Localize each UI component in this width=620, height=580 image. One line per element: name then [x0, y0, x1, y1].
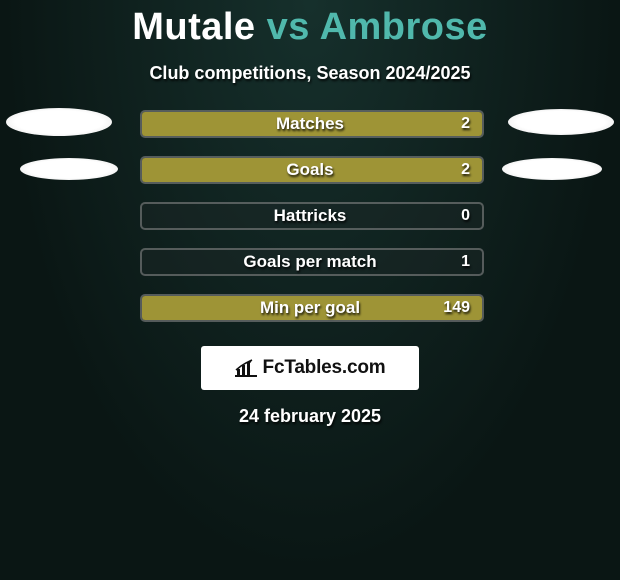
player2-name: Ambrose	[320, 6, 488, 48]
stat-row-min-per-goal: Min per goal 149	[0, 294, 620, 340]
stat-right-value: 1	[461, 248, 470, 276]
stats-block: Matches 2 Goals 2 Hattricks 0 Goals pe	[0, 110, 620, 340]
date-label: 24 february 2025	[0, 406, 620, 427]
bar-left-fill	[142, 296, 482, 320]
stat-bar	[140, 156, 484, 184]
brand-text: FcTables.com	[263, 357, 386, 379]
stat-bar	[140, 248, 484, 276]
stat-row-hattricks: Hattricks 0	[0, 202, 620, 248]
ellipse-icon	[6, 108, 112, 136]
stat-row-goals: Goals 2	[0, 156, 620, 202]
stat-bar	[140, 294, 484, 322]
stat-row-matches: Matches 2	[0, 110, 620, 156]
bar-chart-icon	[235, 359, 257, 377]
brand-box[interactable]: FcTables.com	[201, 346, 419, 390]
player1-name: Mutale	[132, 6, 255, 48]
stat-row-goals-per-match: Goals per match 1	[0, 248, 620, 294]
bar-left-fill	[142, 158, 482, 182]
stat-right-value: 2	[461, 156, 470, 184]
vs-text: vs	[267, 6, 310, 48]
ellipse-icon	[20, 158, 118, 180]
stat-right-value: 149	[443, 294, 470, 322]
page-title: Mutale vs Ambrose	[0, 0, 620, 49]
subtitle: Club competitions, Season 2024/2025	[0, 63, 620, 84]
ellipse-icon	[502, 158, 602, 180]
stat-bar	[140, 202, 484, 230]
bar-left-fill	[142, 112, 482, 136]
stat-right-value: 0	[461, 202, 470, 230]
stat-right-value: 2	[461, 110, 470, 138]
ellipse-icon	[508, 109, 614, 135]
stat-bar	[140, 110, 484, 138]
